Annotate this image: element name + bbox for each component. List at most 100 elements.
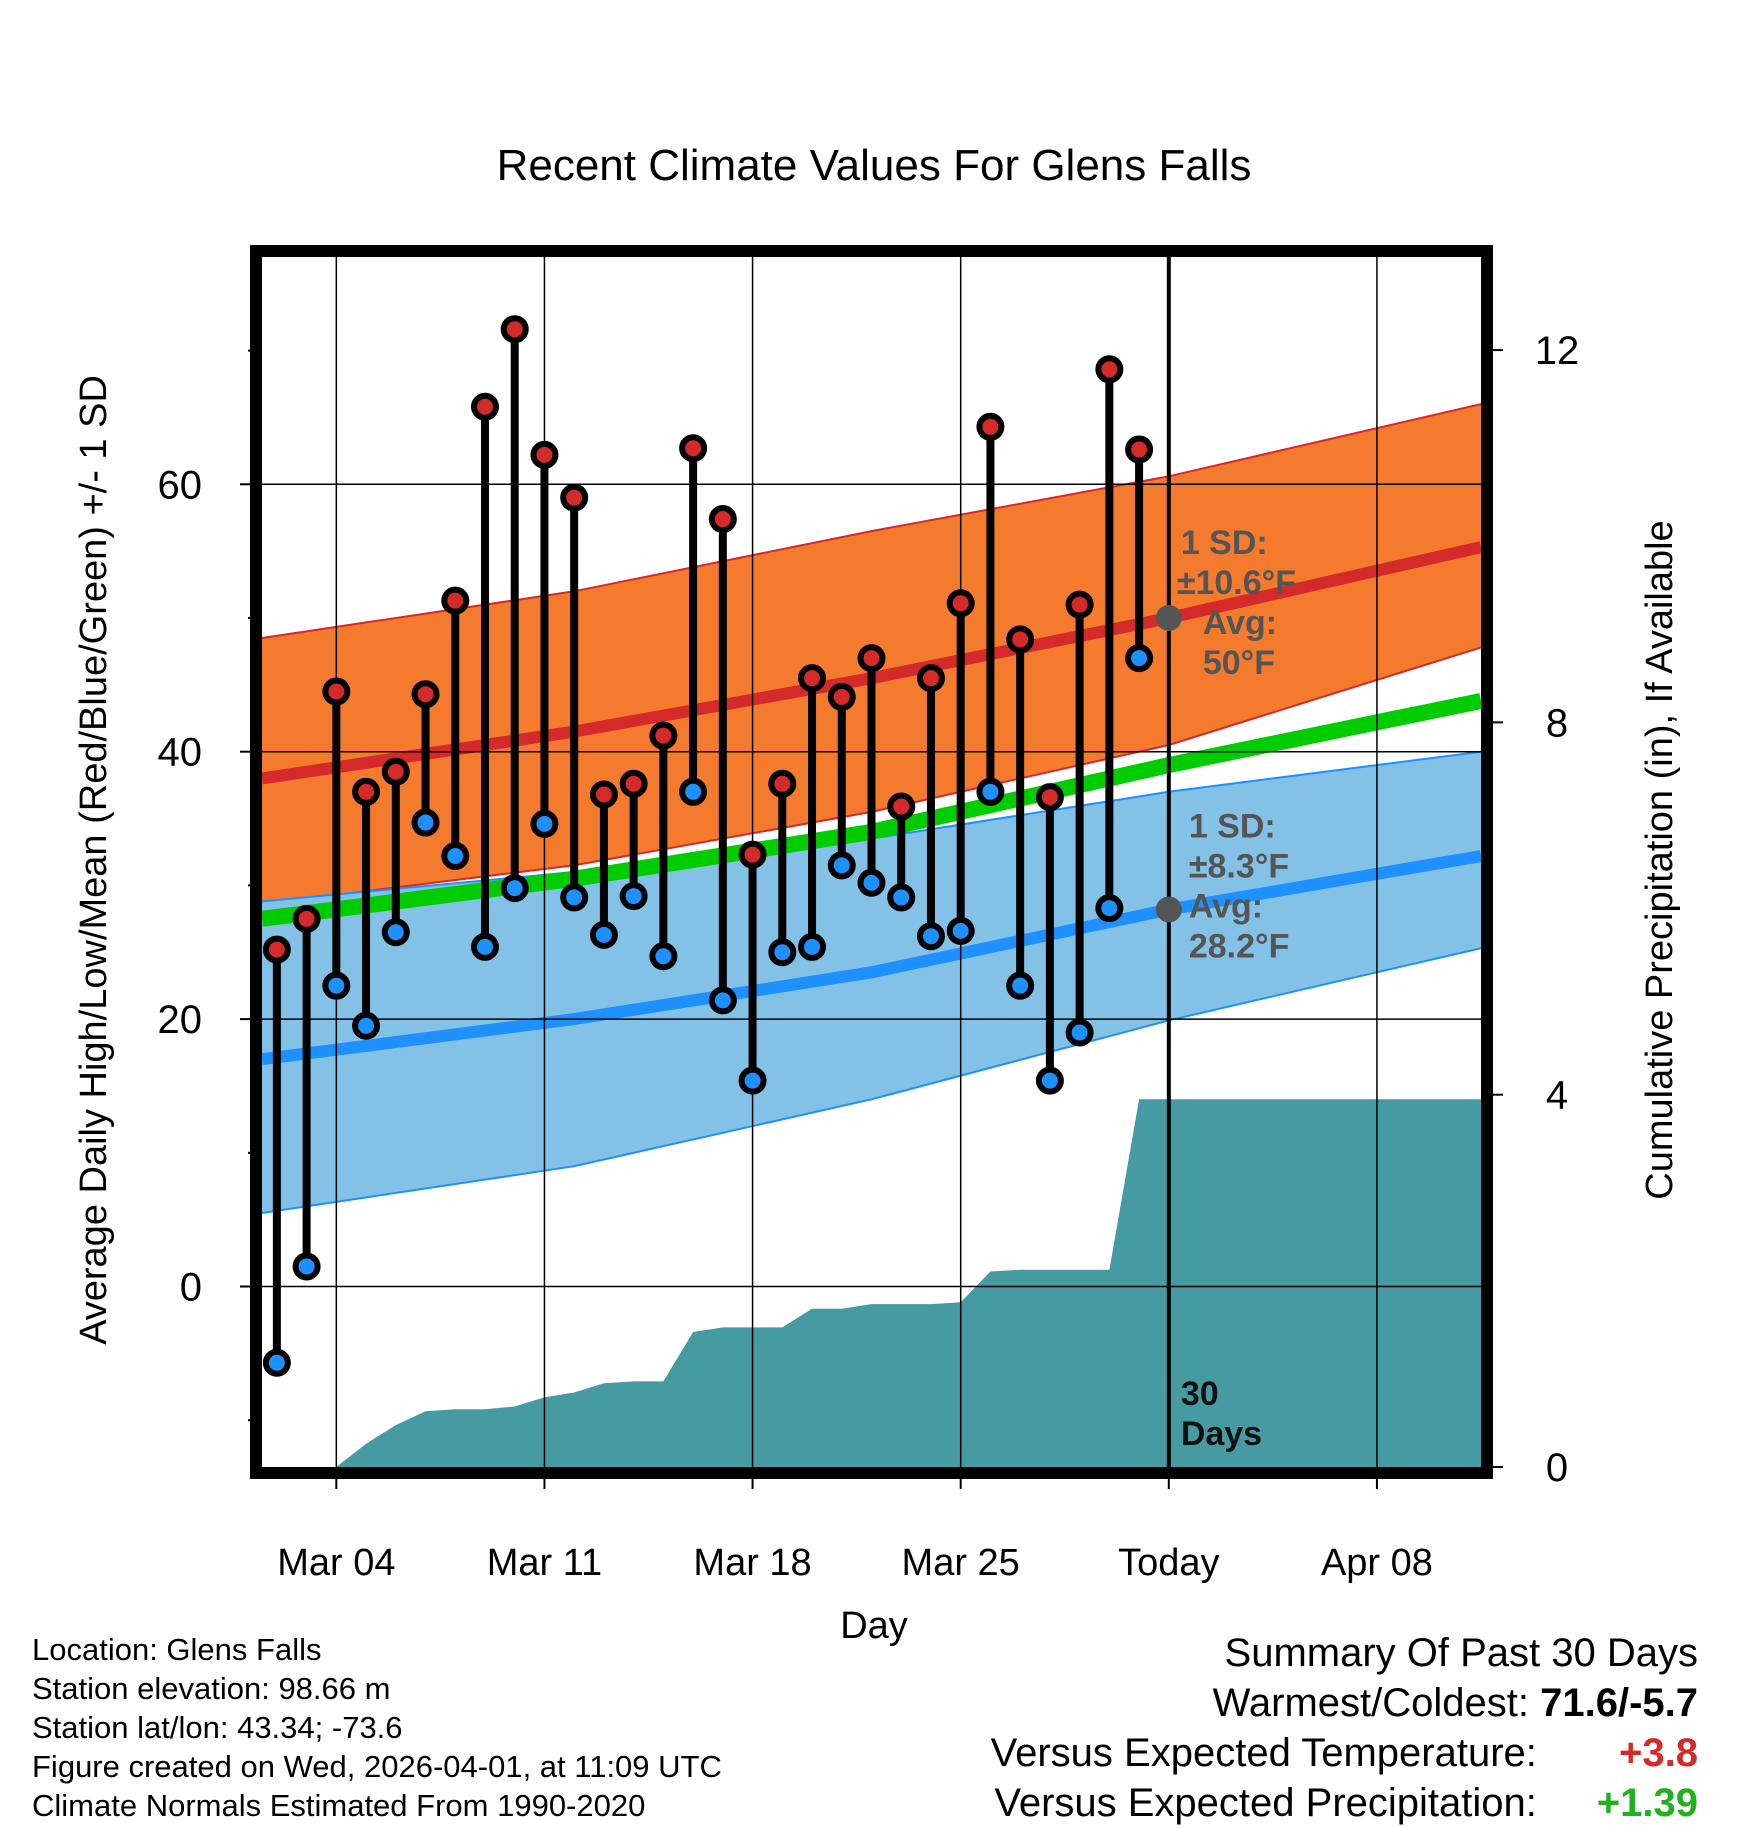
obs-low-point bbox=[292, 1252, 321, 1281]
obs-high-point bbox=[381, 757, 410, 786]
obs-low-point bbox=[530, 809, 559, 838]
precip-delta-row: Versus Expected Precipitation: +1.39 bbox=[991, 1778, 1698, 1828]
obs-low-point bbox=[857, 868, 886, 897]
obs-low-point bbox=[649, 942, 678, 971]
x-tick-label: Mar 04 bbox=[277, 1542, 395, 1584]
elevation-text: Station elevation: 98.66 m bbox=[32, 1671, 391, 1706]
obs-low-point bbox=[887, 883, 916, 912]
temp-delta-label: Versus Expected Temperature: bbox=[990, 1731, 1537, 1775]
cumulative-precip-area bbox=[262, 1099, 1481, 1467]
period-annotation-1: Days bbox=[1181, 1415, 1262, 1453]
obs-high-point bbox=[619, 769, 648, 798]
obs-low-point bbox=[976, 777, 1005, 806]
high-sd-annotation-0: 1 SD: bbox=[1181, 524, 1268, 562]
obs-high-point bbox=[1065, 590, 1094, 619]
obs-high-point bbox=[1125, 435, 1154, 464]
obs-high-point bbox=[470, 392, 499, 421]
obs-low-point bbox=[946, 916, 975, 945]
obs-low-point bbox=[708, 986, 737, 1015]
x-tick-label: Apr 08 bbox=[1321, 1542, 1433, 1584]
normal-low-band bbox=[262, 751, 1481, 1213]
obs-low-point bbox=[1035, 1066, 1064, 1095]
obs-high-point bbox=[768, 769, 797, 798]
normal-high-upper-edge bbox=[262, 403, 1481, 639]
obs-high-point bbox=[976, 412, 1005, 441]
warmest-coldest-row: Warmest/Coldest: 71.6/-5.7 bbox=[991, 1678, 1698, 1728]
high-sd-annotation-3: 50°F bbox=[1203, 644, 1275, 682]
x-tick-label: Mar 11 bbox=[487, 1542, 602, 1584]
obs-low-point bbox=[381, 918, 410, 947]
precip-delta-label: Versus Expected Precipitation: bbox=[994, 1781, 1537, 1825]
period-annotation-0: 30 bbox=[1181, 1375, 1219, 1413]
temp-delta-value: +3.8 bbox=[1619, 1731, 1698, 1775]
obs-low-point bbox=[411, 808, 440, 837]
plot-frame bbox=[250, 245, 1493, 1479]
warmest-coldest-label: Warmest/Coldest: bbox=[1212, 1681, 1529, 1725]
obs-low-point bbox=[262, 1348, 291, 1377]
obs-high-point bbox=[500, 315, 529, 344]
warmest-coldest-value: 71.6/-5.7 bbox=[1540, 1681, 1698, 1725]
obs-low-point bbox=[1006, 971, 1035, 1000]
obs-low-point bbox=[798, 932, 827, 961]
y-tick-label-right: 4 bbox=[1546, 1074, 1568, 1118]
obs-low-point bbox=[916, 922, 945, 951]
obs-high-point bbox=[560, 483, 589, 512]
x-tick-label: Mar 25 bbox=[902, 1542, 1020, 1584]
high-sd-annotation-2: Avg: bbox=[1203, 604, 1277, 642]
summary-panel: Summary Of Past 30 Days Warmest/Coldest:… bbox=[991, 1628, 1698, 1828]
location-text: Location: Glens Falls bbox=[32, 1632, 322, 1667]
low-sd-annotation-3: 28.2°F bbox=[1189, 927, 1290, 965]
obs-low-point bbox=[679, 777, 708, 806]
obs-high-point bbox=[322, 677, 351, 706]
obs-high-point bbox=[1035, 783, 1064, 812]
obs-high-point bbox=[530, 440, 559, 469]
avg-high-marker bbox=[1155, 604, 1182, 631]
obs-low-point bbox=[441, 841, 470, 870]
obs-low-point bbox=[470, 932, 499, 961]
created-text: Figure created on Wed, 2026-04-01, at 11… bbox=[32, 1749, 722, 1784]
x-tick-label: Mar 18 bbox=[693, 1542, 811, 1584]
y-axis-label-right: Cumulative Precipitation (in), If Availa… bbox=[1639, 520, 1681, 1199]
obs-high-point bbox=[946, 589, 975, 618]
obs-low-point bbox=[322, 971, 351, 1000]
obs-high-point bbox=[1006, 625, 1035, 654]
obs-high-point bbox=[679, 434, 708, 463]
latlon-text: Station lat/lon: 43.34; -73.6 bbox=[32, 1710, 403, 1745]
obs-high-point bbox=[798, 664, 827, 693]
obs-high-point bbox=[708, 505, 737, 534]
obs-high-point bbox=[738, 840, 767, 869]
obs-low-point bbox=[1065, 1018, 1094, 1047]
obs-high-point bbox=[411, 680, 440, 709]
low-sd-annotation-1: ±8.3°F bbox=[1189, 847, 1289, 885]
obs-low-point bbox=[619, 882, 648, 911]
y-tick-label-right: 8 bbox=[1546, 701, 1568, 745]
obs-low-point bbox=[768, 938, 797, 967]
obs-high-point bbox=[292, 904, 321, 933]
normal-low-lower-edge bbox=[262, 947, 1481, 1214]
normals-text: Climate Normals Estimated From 1990-2020 bbox=[32, 1788, 646, 1823]
y-tick-label-left: 0 bbox=[180, 1266, 202, 1310]
y-tick-label-right: 0 bbox=[1546, 1446, 1568, 1490]
obs-low-point bbox=[827, 851, 856, 880]
low-sd-annotation-2: Avg: bbox=[1189, 887, 1263, 925]
y-tick-label-left: 60 bbox=[158, 463, 203, 507]
low-sd-annotation-0: 1 SD: bbox=[1189, 807, 1276, 845]
obs-low-point bbox=[1125, 644, 1154, 673]
obs-high-point bbox=[916, 664, 945, 693]
obs-high-point bbox=[827, 682, 856, 711]
y-tick-label-right: 12 bbox=[1535, 329, 1580, 373]
high-sd-annotation-1: ±10.6°F bbox=[1177, 564, 1296, 602]
obs-low-point bbox=[500, 874, 529, 903]
obs-high-point bbox=[857, 644, 886, 673]
y-tick-label-left: 20 bbox=[158, 998, 203, 1042]
obs-high-point bbox=[589, 780, 618, 809]
obs-high-point bbox=[441, 586, 470, 615]
obs-low-point bbox=[738, 1066, 767, 1095]
obs-high-point bbox=[887, 792, 916, 821]
temp-delta-row: Versus Expected Temperature: +3.8 bbox=[991, 1728, 1698, 1778]
obs-low-point bbox=[560, 883, 589, 912]
x-axis-label: Day bbox=[840, 1605, 908, 1647]
y-axis-label-left: Average Daily High/Low/Mean (Red/Blue/Gr… bbox=[73, 375, 115, 1345]
station-info: Location: Glens Falls Station elevation:… bbox=[32, 1630, 722, 1825]
